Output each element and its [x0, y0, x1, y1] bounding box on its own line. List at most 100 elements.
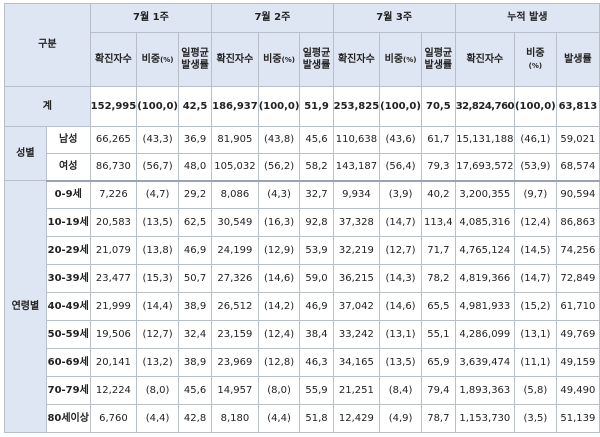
cell: 4,286,099: [454, 320, 515, 349]
cell: 51,9: [299, 86, 334, 127]
cell: 46,9: [177, 236, 213, 265]
stats-table-container: 구분 7월 1주 7월 2주 7월 3주 누적 발생 확진자수 비중(%) 일평…: [4, 3, 600, 433]
cell: 8,086: [211, 180, 259, 209]
cell: 15,131,188: [454, 126, 515, 154]
row-label: 10-19세: [45, 208, 91, 237]
cell: 20,141: [89, 348, 138, 377]
cell: (12,4): [257, 320, 301, 349]
group-label-age: 연령별: [4, 180, 47, 433]
cell: 113,4: [420, 208, 456, 237]
row-label: 여성: [45, 153, 91, 182]
cell: (14,7): [379, 208, 422, 237]
cell: 6,760: [89, 404, 138, 433]
cell: 49,159: [555, 348, 600, 377]
cell: 86,730: [89, 153, 138, 182]
cell: 72,849: [555, 264, 600, 293]
cell: 9,934: [332, 180, 381, 209]
cell: 14,957: [211, 376, 259, 405]
cell: (100,0): [379, 86, 422, 127]
cell: (12,7): [379, 236, 422, 265]
cell: 29,2: [177, 180, 213, 209]
cell: 51,8: [299, 404, 334, 433]
cell: 34,165: [332, 348, 381, 377]
cell: 59,0: [299, 264, 334, 293]
cell: 63,813: [555, 86, 600, 127]
subheader-ratio: 비중(%): [513, 32, 557, 87]
table-row: 50-59세 19,506 (12,7) 32,4 23,159 (12,4) …: [5, 320, 600, 349]
cell: 17,693,572: [454, 153, 515, 182]
subheader-ratio: 비중(%): [379, 32, 422, 87]
cell: 51,139: [555, 404, 600, 433]
cell: (15,3): [136, 264, 179, 293]
subheader-ratio: 비중(%): [136, 32, 179, 87]
row-label: 남성: [45, 126, 91, 154]
cell: 55,1: [420, 320, 456, 349]
cell: 105,032: [211, 153, 259, 182]
cell: (12,7): [136, 320, 179, 349]
cell: 68,574: [555, 153, 600, 182]
row-label: 40-49세: [45, 292, 91, 321]
cell: 66,265: [89, 126, 138, 154]
cell: 36,215: [332, 264, 381, 293]
cell: 27,326: [211, 264, 259, 293]
cell: 65,5: [420, 292, 456, 321]
cell: 79,4: [420, 376, 456, 405]
cell: (43,6): [379, 126, 422, 154]
cell: (14,2): [257, 292, 301, 321]
cell: (4,7): [136, 180, 179, 209]
cell: 32,7: [299, 180, 334, 209]
cell: 49,769: [555, 320, 600, 349]
cell: (5,8): [513, 376, 557, 405]
cell: 65,9: [420, 348, 456, 377]
cell: 19,506: [89, 320, 138, 349]
cell: 20,583: [89, 208, 138, 237]
cell: 8,180: [211, 404, 259, 433]
cell: (14,4): [136, 292, 179, 321]
subheader-confirmed: 확진자수: [454, 32, 515, 87]
cell: (13,8): [136, 236, 179, 265]
row-label: 20-29세: [45, 236, 91, 265]
cell: 152,995: [89, 86, 138, 127]
cell: 36,9: [177, 126, 213, 154]
cell: 143,187: [332, 153, 381, 182]
cell: 23,969: [211, 348, 259, 377]
cell: 46,9: [299, 292, 334, 321]
cell: 55,9: [299, 376, 334, 405]
table-row: 20-29세 21,079 (13,8) 46,9 24,199 (12,9) …: [5, 236, 600, 265]
row-label: 60-69세: [45, 348, 91, 377]
cell: (8,4): [379, 376, 422, 405]
table-row: 여성 86,730 (56,7) 48,0 105,032 (56,2) 58,…: [5, 153, 600, 182]
subheader-ratio: 비중(%): [257, 32, 301, 87]
cell: 23,477: [89, 264, 138, 293]
group-label-sex: 성별: [4, 126, 47, 181]
cell: 1,153,730: [454, 404, 515, 433]
cell: (15,2): [513, 292, 557, 321]
cell: (13,1): [379, 320, 422, 349]
cell: 32,824,760: [454, 86, 515, 127]
subheader-daily-rate: 일평균 발생률: [177, 32, 213, 87]
cell: 32,4: [177, 320, 213, 349]
cell: 110,638: [332, 126, 381, 154]
header-week-2: 7월 2주: [211, 3, 334, 33]
covid-stats-table: 구분 7월 1주 7월 2주 7월 3주 누적 발생 확진자수 비중(%) 일평…: [4, 3, 600, 433]
header-category: 구분: [4, 3, 91, 87]
cell: 21,999: [89, 292, 138, 321]
cell: 62,5: [177, 208, 213, 237]
cell: 38,9: [177, 348, 213, 377]
cell: (12,4): [513, 208, 557, 237]
cell: 38,9: [177, 292, 213, 321]
cell: 3,639,474: [454, 348, 515, 377]
cell: (100,0): [136, 86, 179, 127]
cell: 21,079: [89, 236, 138, 265]
cell: (46,1): [513, 126, 557, 154]
cell: 186,937: [211, 86, 259, 127]
cell: 61,710: [555, 292, 600, 321]
cell: (56,2): [257, 153, 301, 182]
cell: (43,3): [136, 126, 179, 154]
cell: 3,200,355: [454, 180, 515, 209]
cell: (100,0): [257, 86, 301, 127]
subheader-confirmed: 확진자수: [332, 32, 381, 87]
cell: 32,219: [332, 236, 381, 265]
cell: (14,6): [379, 292, 422, 321]
cell: (13,2): [136, 348, 179, 377]
